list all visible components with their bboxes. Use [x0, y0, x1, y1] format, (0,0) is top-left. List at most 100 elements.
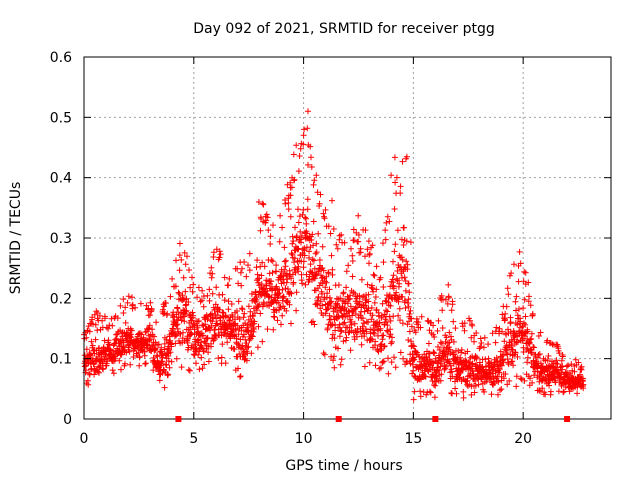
data-point — [195, 284, 202, 291]
data-point — [138, 331, 145, 338]
data-point — [430, 322, 437, 329]
data-point — [147, 336, 154, 343]
data-point — [208, 264, 215, 271]
data-point — [580, 381, 587, 388]
data-point — [254, 257, 261, 264]
data-point — [295, 206, 301, 213]
data-point — [520, 349, 527, 355]
data-point — [384, 322, 391, 329]
data-point — [88, 338, 95, 345]
data-point — [276, 238, 283, 245]
data-point — [342, 337, 349, 344]
data-point — [513, 383, 520, 390]
data-point — [86, 370, 93, 377]
data-point — [371, 330, 378, 337]
data-point — [429, 371, 436, 378]
data-point — [513, 373, 520, 380]
data-point — [112, 355, 119, 362]
data-point — [300, 264, 307, 271]
data-point — [524, 354, 531, 361]
data-point — [347, 292, 354, 299]
data-point — [323, 279, 330, 286]
data-point — [356, 292, 363, 299]
data-point — [235, 280, 242, 287]
data-point — [437, 377, 444, 384]
data-point — [307, 261, 314, 268]
data-point — [357, 249, 364, 256]
data-point — [245, 303, 252, 310]
data-point — [387, 317, 394, 324]
data-point — [432, 382, 439, 389]
data-point — [163, 336, 170, 343]
data-point — [394, 268, 401, 274]
data-point — [325, 270, 332, 277]
data-point — [377, 274, 384, 281]
data-point — [337, 328, 344, 335]
data-point — [259, 259, 266, 266]
data-point — [352, 311, 359, 317]
data-point — [221, 329, 228, 336]
grid-lines — [84, 57, 611, 419]
data-point — [489, 330, 496, 337]
data-point — [199, 365, 206, 372]
data-point — [311, 177, 318, 184]
data-point — [194, 318, 201, 325]
data-point — [320, 267, 327, 274]
data-point — [151, 333, 158, 340]
data-point — [417, 393, 424, 400]
data-point — [499, 328, 505, 335]
data-point — [310, 242, 317, 249]
data-point — [443, 334, 450, 341]
data-point — [338, 356, 345, 363]
data-point — [167, 293, 174, 300]
data-point — [333, 241, 340, 248]
data-point — [231, 346, 238, 353]
data-point — [408, 315, 415, 322]
data-point — [369, 312, 376, 319]
data-point — [173, 355, 180, 362]
data-point — [290, 279, 297, 286]
data-point — [383, 319, 390, 326]
data-point — [340, 289, 347, 296]
data-point — [96, 369, 102, 376]
data-point — [417, 388, 424, 395]
data-point — [471, 338, 477, 345]
data-point — [195, 351, 202, 358]
chart-title: Day 092 of 2021, SRMTID for receiver ptg… — [193, 21, 495, 37]
data-point — [365, 298, 372, 305]
data-point — [310, 181, 317, 188]
data-point — [241, 310, 248, 317]
x-tick-label: 20 — [514, 431, 532, 447]
data-point — [304, 196, 311, 203]
data-point — [504, 381, 511, 388]
data-point — [388, 340, 395, 347]
data-point — [457, 354, 464, 361]
data-point — [325, 223, 332, 230]
data-point — [248, 350, 255, 357]
data-point — [176, 290, 183, 297]
data-point — [499, 311, 506, 318]
data-point — [89, 314, 96, 321]
data-point — [522, 321, 529, 328]
data-point — [528, 350, 535, 357]
data-point — [492, 339, 499, 346]
data-point — [219, 341, 226, 348]
data-point — [204, 292, 211, 299]
data-point — [458, 346, 465, 353]
data-point — [390, 313, 397, 320]
data-point — [234, 308, 240, 314]
data-point — [329, 331, 336, 338]
data-point — [397, 317, 403, 324]
y-tick-label: 0.6 — [50, 50, 72, 66]
data-point — [507, 328, 514, 335]
data-point — [460, 388, 467, 395]
data-point — [142, 360, 149, 367]
data-point — [522, 269, 529, 276]
data-point — [239, 342, 246, 349]
data-point — [525, 279, 532, 286]
data-point — [373, 263, 380, 270]
data-point — [410, 396, 417, 403]
data-point — [245, 343, 252, 350]
data-point — [196, 366, 203, 373]
data-point — [351, 237, 357, 244]
